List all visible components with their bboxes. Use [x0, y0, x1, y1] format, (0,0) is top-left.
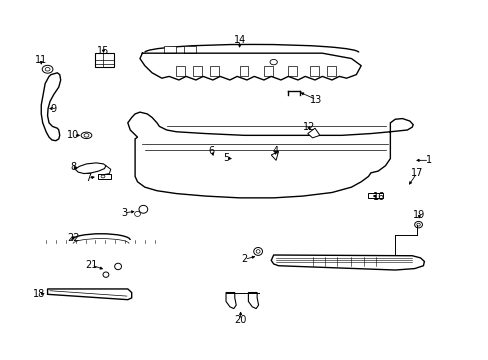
Bar	[287, 66, 296, 76]
Polygon shape	[41, 73, 61, 141]
Text: 8: 8	[70, 162, 76, 172]
Bar	[164, 46, 176, 53]
Text: 11: 11	[35, 55, 47, 65]
Bar	[183, 46, 196, 53]
Text: 22: 22	[67, 233, 80, 243]
Polygon shape	[271, 152, 278, 160]
Text: 19: 19	[412, 210, 425, 220]
Text: 1: 1	[426, 156, 431, 165]
Text: 15: 15	[97, 46, 109, 56]
Bar	[215, 186, 259, 194]
Bar	[193, 66, 202, 76]
Text: 4: 4	[272, 146, 279, 156]
Bar	[98, 174, 111, 179]
Bar	[309, 66, 318, 76]
Polygon shape	[248, 293, 258, 309]
Bar	[264, 66, 272, 76]
Text: 20: 20	[234, 315, 246, 325]
Text: 10: 10	[67, 130, 80, 140]
Polygon shape	[271, 255, 424, 270]
Text: 2: 2	[241, 254, 247, 264]
Text: 14: 14	[233, 35, 245, 45]
Bar	[368, 193, 382, 198]
Polygon shape	[225, 293, 236, 309]
Text: 3: 3	[121, 208, 127, 218]
Polygon shape	[307, 128, 319, 138]
Polygon shape	[127, 112, 412, 198]
Text: 17: 17	[410, 168, 423, 178]
Text: 16: 16	[372, 192, 384, 202]
Text: 21: 21	[85, 260, 97, 270]
Text: 5: 5	[223, 153, 229, 163]
Text: 7: 7	[84, 173, 91, 183]
Text: 6: 6	[208, 146, 215, 156]
Text: 9: 9	[51, 104, 57, 113]
Bar	[239, 66, 248, 76]
Text: 12: 12	[302, 122, 314, 132]
Text: 18: 18	[33, 289, 45, 298]
Bar	[176, 66, 185, 76]
Polygon shape	[47, 289, 131, 300]
Text: 13: 13	[310, 95, 322, 105]
Bar	[210, 66, 219, 76]
Bar	[95, 53, 114, 67]
Bar	[326, 66, 335, 76]
Polygon shape	[75, 163, 106, 174]
